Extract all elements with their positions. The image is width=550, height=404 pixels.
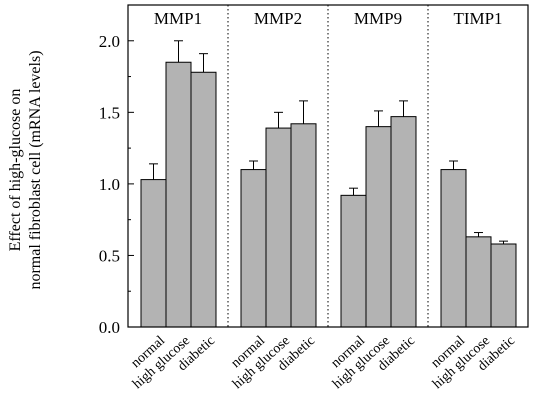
panel-title: MMP1 <box>154 9 202 28</box>
y-tick-label: 2.0 <box>99 32 120 51</box>
plot-frame <box>127 4 529 328</box>
bar <box>365 126 392 328</box>
y-axis-title-line: normal fibroblast cell (mRNA levels) <box>27 50 44 289</box>
bar <box>140 179 167 328</box>
bar <box>340 194 367 328</box>
y-tick-label: 1.5 <box>99 103 120 122</box>
y-axis: 0.0 0.5 1.0 1.5 2.0 <box>99 32 134 337</box>
bar <box>190 71 217 328</box>
bar <box>390 116 417 328</box>
y-axis-label: Effect of high-glucose on normal fibrobla… <box>7 50 44 289</box>
y-tick-label: 0.0 <box>99 318 120 337</box>
y-tick-label: 1.0 <box>99 175 120 194</box>
bar <box>265 127 292 328</box>
panel-title: TIMP1 <box>453 9 502 28</box>
bar <box>440 169 467 328</box>
y-tick-label: 0.5 <box>99 246 120 265</box>
y-axis-title: Effect of high-glucose on normal fibrobla… <box>7 50 44 289</box>
panel-title: MMP9 <box>354 9 402 28</box>
bar <box>165 61 192 328</box>
y-axis-title-line: Effect of high-glucose on <box>7 89 24 252</box>
bar <box>490 243 517 328</box>
bar <box>290 123 317 328</box>
bar <box>240 169 267 328</box>
panel-title: MMP2 <box>254 9 302 28</box>
bar <box>465 236 492 328</box>
